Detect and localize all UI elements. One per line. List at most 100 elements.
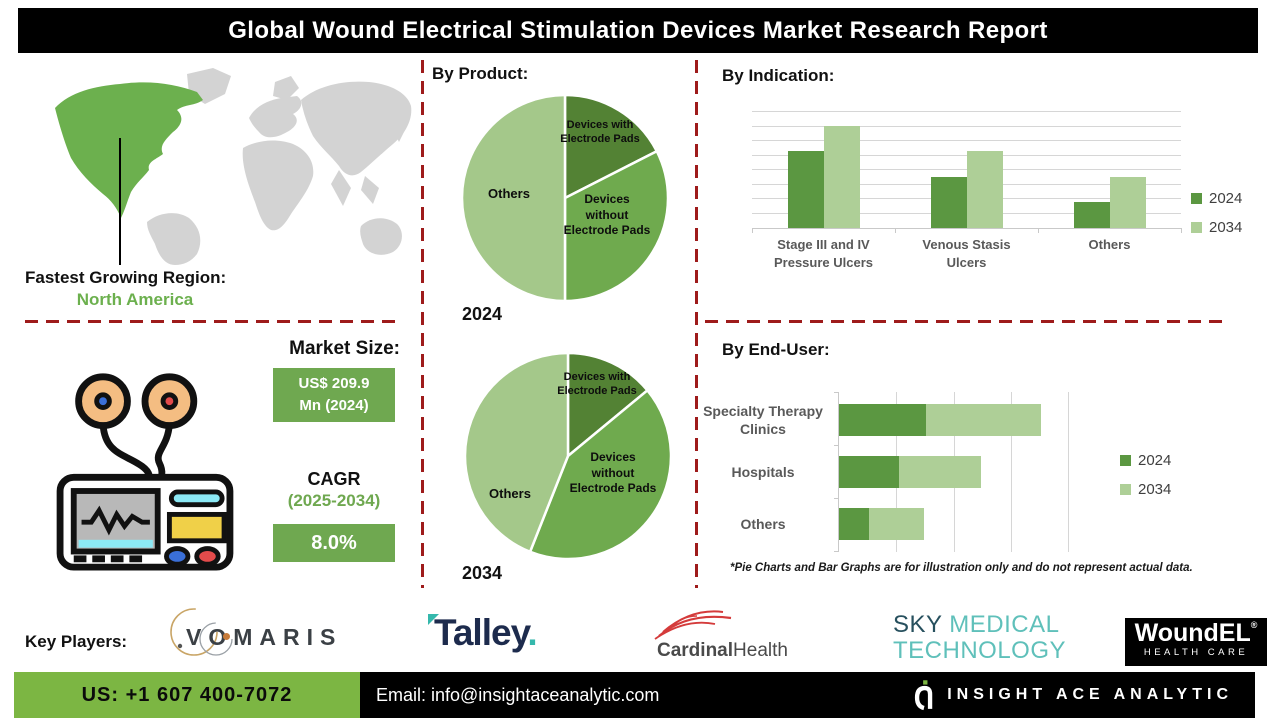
cagr-value-box: 8.0% xyxy=(273,524,395,562)
device-slot xyxy=(168,489,225,508)
continent-se-asia xyxy=(361,176,379,204)
sky-word1: SKY xyxy=(893,611,943,638)
by-indication-heading: By Indication: xyxy=(722,66,835,85)
cardinal-bird-icon xyxy=(654,610,732,640)
by-indication-legend: 2024 2034 xyxy=(1191,190,1242,236)
continent-japan xyxy=(393,120,405,142)
continent-south-america xyxy=(147,213,201,265)
market-size-heading: Market Size: xyxy=(289,338,400,359)
device-dash-3 xyxy=(110,555,124,563)
gridline xyxy=(1068,392,1069,552)
footer-contact-bar: Email: info@insightaceanalytic.com INSIG… xyxy=(360,672,1255,718)
continent-australia xyxy=(360,218,402,255)
logo-talley: Talley. xyxy=(420,610,580,664)
continent-india xyxy=(331,170,351,206)
by-indication-categories: Stage III and IV Pressure Ulcers Venous S… xyxy=(752,236,1181,271)
logo-woundel: WoundEL® HEALTH CARE xyxy=(1125,618,1267,666)
legend-swatch-icon xyxy=(1120,455,1131,466)
divider-right xyxy=(705,320,1230,323)
pie-2024-label-others: Others xyxy=(488,186,530,201)
world-map xyxy=(55,68,412,265)
category-label: Hospitals xyxy=(731,463,795,480)
axis-tick xyxy=(834,498,839,499)
by-product-pie-2034: Devices with Electrode Pads Devices with… xyxy=(458,346,678,566)
pie-2034-year: 2034 xyxy=(462,563,503,583)
cardinal-word-regular: Health xyxy=(733,640,788,661)
legend-item-2024: 2024 xyxy=(1120,452,1171,469)
gridline xyxy=(752,140,1181,141)
waveform-icon xyxy=(81,505,150,536)
device-button-red xyxy=(194,546,221,567)
bar-group-3 xyxy=(1038,112,1181,228)
divider-vertical-1 xyxy=(421,60,424,588)
bar-group-2 xyxy=(895,112,1038,228)
continent-asia xyxy=(301,81,412,176)
divider-vertical-2 xyxy=(695,60,698,588)
cagr-period: (2025-2034) xyxy=(287,491,381,510)
talley-dot: . xyxy=(527,612,537,653)
axis-tick xyxy=(1038,228,1039,233)
by-end-user-legend: 2024 2034 xyxy=(1120,452,1171,498)
key-players-label: Key Players: xyxy=(25,632,128,651)
insightace-logo-icon xyxy=(915,680,933,711)
stacked-bar-row xyxy=(839,508,1068,540)
footer-phone: US: +1 607 400-7072 xyxy=(81,683,293,706)
axis-tick xyxy=(1181,228,1182,233)
electrical-stimulation-device-icon xyxy=(56,373,234,571)
gridline xyxy=(752,111,1181,112)
sky-line2: TECHNOLOGY xyxy=(893,637,1067,665)
page-title: Global Wound Electrical Stimulation Devi… xyxy=(228,16,1048,44)
device-dash-4 xyxy=(129,555,143,563)
category-label: Venous Stasis Ulcers xyxy=(922,237,1011,270)
category-label: Specialty Therapy Clinics xyxy=(703,402,823,437)
legend-swatch-icon xyxy=(1191,193,1202,204)
electrode-pad-right-dot xyxy=(160,392,179,410)
device-panel xyxy=(166,511,227,544)
pie-2024-year: 2024 xyxy=(462,304,503,324)
logo-sky-medical: SKY MEDICAL TECHNOLOGY xyxy=(893,611,1093,665)
category-label: Stage III and IV Pressure Ulcers xyxy=(773,237,873,270)
stacked-bar-row xyxy=(839,404,1068,436)
category-label: Others xyxy=(1088,237,1131,252)
legend-label: 2024 xyxy=(1138,452,1172,469)
cardinal-wordmark: CardinalHealth xyxy=(657,640,788,662)
continent-north-america xyxy=(55,82,203,218)
by-product-heading: By Product: xyxy=(432,64,529,83)
logo-cardinal-health: CardinalHealth xyxy=(645,606,805,666)
vomaris-rings-icon xyxy=(170,608,233,656)
pie-2024-label-without: Devices without Electrode Pads xyxy=(563,192,651,238)
vomaris-wordmark: VOMARIS xyxy=(186,624,343,650)
fastest-growing-region-value: North America xyxy=(76,290,194,309)
pie-slice-devices-with-electrode-pads xyxy=(563,93,659,200)
fastest-growing-region-label: Fastest Growing Region: xyxy=(25,268,227,287)
title-bar: Global Wound Electrical Stimulation Devi… xyxy=(18,8,1258,53)
segment-2024 xyxy=(839,508,869,540)
screen-strip xyxy=(78,539,153,548)
market-size-line2: Mn (2024) xyxy=(299,397,369,414)
by-product-pie-2024: Devices with Electrode Pads Devices with… xyxy=(455,88,675,308)
electrode-pad-left-dot xyxy=(94,392,112,410)
legend-item-2034: 2034 xyxy=(1120,481,1171,498)
segment-2034 xyxy=(898,456,981,488)
footer-phone-bar: US: +1 607 400-7072 xyxy=(14,672,360,718)
axis-tick xyxy=(834,392,839,393)
legend-swatch-icon xyxy=(1191,222,1202,233)
axis-tick xyxy=(752,228,753,233)
category-label: Others xyxy=(740,515,786,532)
registered-mark-icon: ® xyxy=(1250,620,1258,630)
bar-2024 xyxy=(1073,202,1110,228)
by-indication-chart xyxy=(752,111,1182,233)
pie-slice-devices-with-electrode-pads xyxy=(566,351,649,458)
market-size-value-box: US$ 209.9 Mn (2024) xyxy=(273,368,395,422)
woundel-name: WoundEL xyxy=(1134,619,1251,647)
legend-item-2024: 2024 xyxy=(1191,190,1242,207)
bar-group-1 xyxy=(752,112,895,228)
pie-2034-label-others: Others xyxy=(489,486,531,501)
footer-brand-block: INSIGHT ACE ANALYTIC xyxy=(911,679,1233,711)
talley-word: Talley xyxy=(434,612,528,653)
sky-line1: SKY MEDICAL xyxy=(893,611,1093,638)
pie-slice-devices-without-electrode-pads xyxy=(563,149,670,303)
pie-2034-label-without: Devices without Electrode Pads xyxy=(569,450,657,496)
legend-label: 2034 xyxy=(1209,219,1243,236)
